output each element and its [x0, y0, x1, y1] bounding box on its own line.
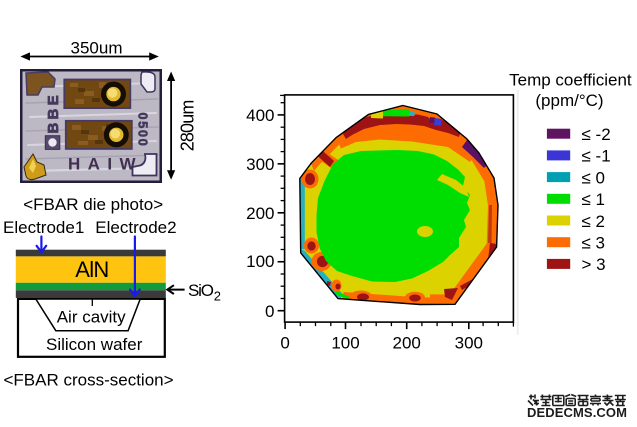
svg-text:200: 200: [393, 333, 421, 352]
svg-text:0500: 0500: [136, 113, 150, 148]
svg-text:≤ 1: ≤ 1: [582, 190, 606, 209]
svg-text:> 3: > 3: [582, 255, 606, 274]
svg-text:100: 100: [331, 333, 359, 352]
svg-text:AlN: AlN: [75, 257, 109, 282]
svg-text:DEDECMS.COM: DEDECMS.COM: [527, 405, 627, 420]
svg-text:≤ 2: ≤ 2: [582, 212, 606, 231]
svg-text:SiO: SiO: [188, 281, 214, 300]
svg-text:≤ 3: ≤ 3: [582, 234, 606, 253]
svg-text:BBE: BBE: [45, 92, 62, 133]
svg-text:Air cavity: Air cavity: [57, 308, 126, 327]
svg-text:280um: 280um: [178, 100, 198, 152]
svg-text:Electrode2: Electrode2: [95, 218, 176, 237]
svg-text:<FBAR die photo>: <FBAR die photo>: [23, 195, 163, 214]
svg-text:HAIW: HAIW: [68, 155, 143, 174]
svg-text:0: 0: [280, 333, 289, 352]
svg-text:Electrode1: Electrode1: [3, 218, 84, 237]
svg-text:≤ -1: ≤ -1: [582, 147, 611, 166]
svg-text:350um: 350um: [71, 38, 123, 57]
svg-text:<FBAR cross-section>: <FBAR cross-section>: [3, 370, 173, 389]
svg-text:100: 100: [246, 252, 274, 271]
svg-text:(ppm/°C): (ppm/°C): [535, 91, 603, 110]
svg-text:0: 0: [265, 302, 274, 321]
svg-text:400: 400: [246, 106, 274, 125]
svg-text:200: 200: [246, 204, 274, 223]
svg-text:≤ 0: ≤ 0: [582, 168, 606, 187]
svg-text:300: 300: [455, 333, 483, 352]
svg-text:Silicon wafer: Silicon wafer: [46, 335, 143, 354]
svg-text:300: 300: [246, 155, 274, 174]
svg-text:≤ -2: ≤ -2: [582, 125, 611, 144]
svg-text:2: 2: [214, 289, 221, 304]
svg-text:Temp coefficient: Temp coefficient: [509, 71, 632, 90]
